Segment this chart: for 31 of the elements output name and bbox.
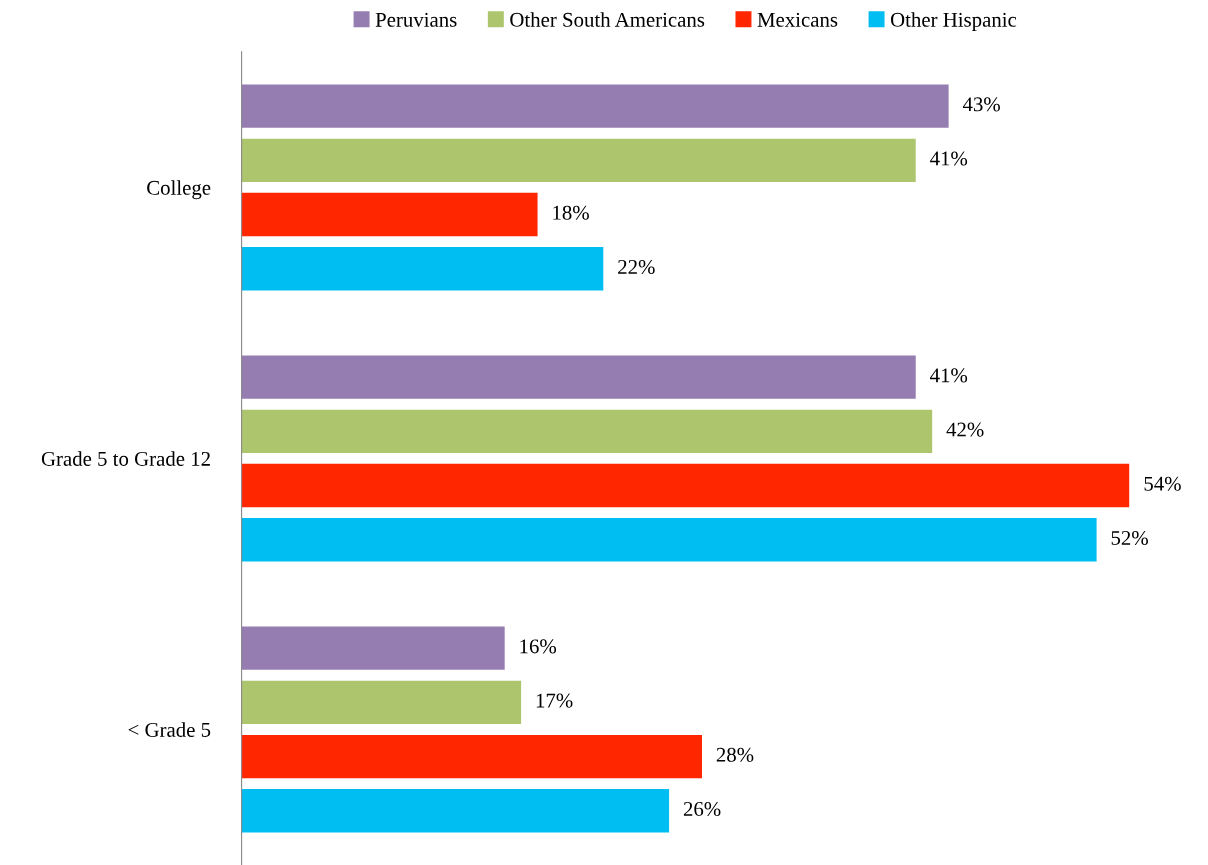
bar (241, 626, 505, 670)
data-label: 54% (1144, 476, 1181, 491)
bar (241, 355, 916, 399)
bar (241, 247, 604, 291)
bar (241, 192, 538, 237)
bar (241, 84, 949, 128)
data-label: 17% (536, 693, 573, 708)
bar (241, 734, 702, 779)
data-label: 28% (716, 747, 754, 762)
data-label: 41% (930, 151, 968, 166)
data-label: 43% (962, 97, 1000, 112)
data-label: 16% (520, 639, 557, 654)
data-label: 42% (946, 422, 984, 437)
y-tick-label: College (147, 180, 211, 200)
data-label: 18% (553, 205, 589, 220)
data-label: 41% (930, 368, 968, 383)
bar (241, 680, 522, 725)
bar (241, 463, 1130, 508)
data-label: 26% (683, 801, 721, 817)
legend-label: Peruvians (375, 12, 457, 27)
data-label: 22% (618, 259, 655, 275)
bar (241, 138, 916, 182)
legend-label: Mexicans (757, 12, 838, 27)
bar (241, 518, 1097, 562)
data-label: 52% (1111, 530, 1148, 546)
y-tick-label: < Grade 5 (128, 722, 211, 737)
bar (241, 409, 933, 454)
legend-label: Other South Americans (510, 12, 705, 27)
y-tick-label: Grade 5 to Grade 12 (41, 451, 210, 466)
bar (241, 789, 670, 833)
legend-label: Other Hispanic (890, 12, 1017, 32)
